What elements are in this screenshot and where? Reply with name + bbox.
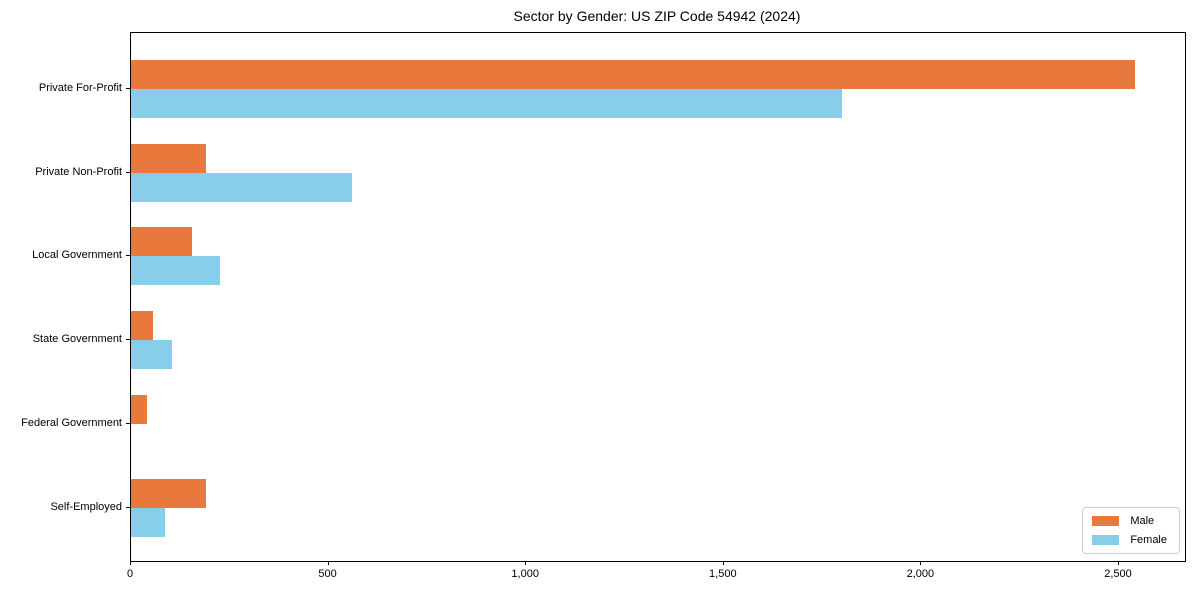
y-tick-mark xyxy=(126,422,130,424)
bar-self-employed-female xyxy=(131,507,165,537)
y-tick-label-federal-government: Federal Government xyxy=(21,416,122,429)
y-tick-mark xyxy=(126,339,130,341)
x-tick-mark xyxy=(525,561,527,565)
bar-local-government-male xyxy=(131,227,193,257)
x-tick-mark xyxy=(920,561,922,565)
x-tick-label-1-000: 1,000 xyxy=(511,568,539,580)
bar-local-government-female xyxy=(131,256,220,286)
legend: Male Female xyxy=(1082,507,1180,554)
y-tick-mark xyxy=(126,87,130,89)
bar-state-government-female xyxy=(131,340,173,370)
x-tick-label-0: 0 xyxy=(126,568,134,580)
legend-swatch-male xyxy=(1092,516,1120,526)
x-tick-mark xyxy=(1118,561,1119,565)
chart-title: Sector by Gender: US ZIP Code 54942 (202… xyxy=(513,8,801,24)
y-tick-label-private-non-profit: Private Non-Profit xyxy=(35,165,122,178)
bar-federal-government-male xyxy=(131,394,147,424)
x-tick-label-2-000: 2,000 xyxy=(906,568,935,580)
bar-self-employed-male xyxy=(131,478,207,508)
y-tick-label-local-government: Local Government xyxy=(32,249,122,262)
y-tick-mark xyxy=(126,255,130,257)
y-tick-label-private-for-profit: Private For-Profit xyxy=(38,81,122,94)
y-tick-label-self-employed: Self-Employed xyxy=(50,500,122,513)
x-tick-mark xyxy=(327,561,329,565)
legend-item-male: Male xyxy=(1092,515,1167,527)
bar-private-for-profit-female xyxy=(131,88,843,118)
legend-swatch-female xyxy=(1092,535,1120,545)
x-tick-mark xyxy=(722,561,724,565)
legend-item-female: Female xyxy=(1092,534,1167,546)
plot-area: Male Female xyxy=(130,32,1186,562)
x-tick-mark xyxy=(130,561,131,565)
bar-state-government-male xyxy=(131,311,153,341)
x-tick-label-1-500: 1,500 xyxy=(709,568,737,580)
x-tick-label-500: 500 xyxy=(318,568,337,580)
bar-private-non-profit-female xyxy=(131,172,353,202)
y-tick-mark xyxy=(126,171,130,173)
bar-private-non-profit-male xyxy=(131,143,207,173)
y-axis: Private For-Profit Private Non-Profit Loca… xyxy=(0,32,122,560)
legend-label-female: Female xyxy=(1130,534,1167,546)
x-tick-label-2-500: 2,500 xyxy=(1104,568,1132,580)
bar-private-for-profit-male xyxy=(131,59,1135,89)
y-tick-label-state-government: State Government xyxy=(32,333,122,346)
x-axis: 0 500 1,000 1,500 2,000 2,500 xyxy=(126,561,1184,593)
y-tick-mark xyxy=(126,506,130,508)
legend-label-male: Male xyxy=(1130,515,1155,527)
